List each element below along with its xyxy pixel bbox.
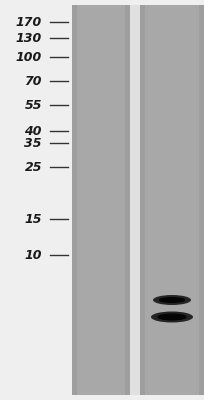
Bar: [125, 5, 130, 395]
Bar: [72, 5, 130, 395]
Bar: [199, 5, 204, 395]
Text: 100: 100: [16, 51, 42, 64]
Text: 35: 35: [24, 137, 42, 150]
Bar: [140, 5, 204, 395]
Text: 170: 170: [16, 16, 42, 28]
Bar: [130, 5, 140, 395]
Text: 10: 10: [24, 249, 42, 262]
Text: 130: 130: [16, 32, 42, 44]
Text: 15: 15: [24, 213, 42, 226]
Ellipse shape: [157, 314, 187, 320]
Ellipse shape: [151, 312, 193, 322]
Ellipse shape: [153, 295, 191, 305]
Ellipse shape: [159, 297, 185, 303]
Text: 70: 70: [24, 75, 42, 88]
Text: 40: 40: [24, 125, 42, 138]
Bar: [140, 5, 145, 395]
Bar: [72, 5, 77, 395]
Text: 55: 55: [24, 99, 42, 112]
Text: 25: 25: [24, 161, 42, 174]
